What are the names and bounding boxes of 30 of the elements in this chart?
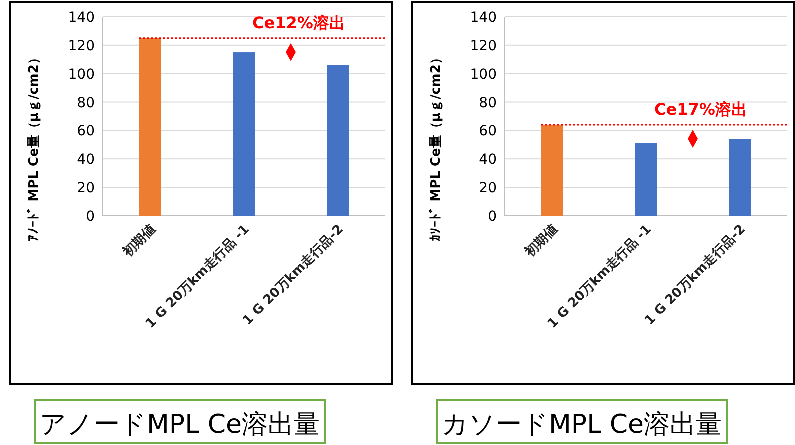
y-tick-label: 60	[77, 124, 95, 140]
text: アノードMPL Ce溶出量	[40, 410, 320, 440]
y-tick-label: 80	[77, 95, 95, 112]
y-tick-label: 20	[479, 180, 497, 197]
bar	[139, 38, 161, 216]
ref-line-label: Ce12%溶出	[252, 13, 346, 32]
y-tick-label: 100	[68, 66, 95, 83]
x-tick-label: 初期値	[521, 222, 561, 262]
y-axis-title: ｱﾉｰﾄﾞ MPL Ce量（μｇ/cm2）	[26, 52, 42, 242]
y-tick-label: 20	[77, 180, 95, 197]
y-tick-label: 120	[470, 38, 497, 54]
y-tick-label: 40	[77, 152, 95, 168]
y-tick-label: 140	[470, 10, 497, 26]
y-tick-label: 120	[68, 38, 95, 54]
y-tick-label: 140	[68, 10, 95, 26]
y-tick-label: 60	[479, 124, 497, 140]
x-tick-label: 初期値	[119, 222, 159, 262]
y-tick-label: 40	[479, 152, 497, 168]
ref-line-label: Ce17%溶出	[654, 100, 748, 120]
bar	[327, 65, 349, 216]
y-tick-label: 0	[488, 209, 497, 225]
y-tick-label: 80	[479, 95, 497, 112]
bar	[541, 125, 563, 216]
y-axis-title: ｶｿｰﾄﾞ MPL Ce量（μｇ/cm2）	[428, 52, 444, 242]
bar	[729, 139, 751, 216]
y-tick-label: 0	[86, 209, 95, 225]
y-tick-label: 100	[470, 66, 497, 83]
bar	[635, 144, 657, 216]
text: カソードMPL Ce溶出量	[442, 410, 722, 440]
bar	[233, 52, 255, 216]
